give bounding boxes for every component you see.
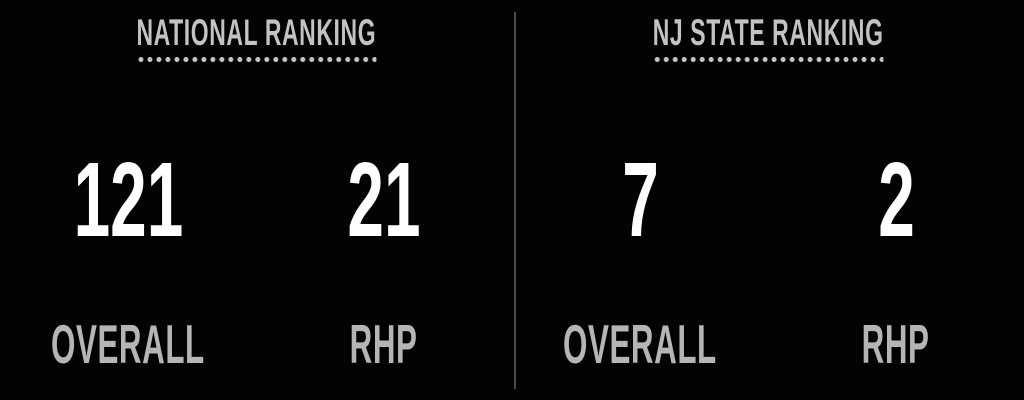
state-ranking-title-block: NJ STATE RANKING: [652, 12, 884, 63]
dotted-underline: [136, 56, 376, 63]
national-overall-label: OVERALL: [51, 313, 205, 375]
national-ranking-title-block: NATIONAL RANKING: [136, 14, 376, 63]
state-rhp-stat: 2 RHP: [768, 147, 1024, 372]
national-ranking-panel: NATIONAL RANKING 121 OVERALL 21 RHP: [0, 14, 512, 372]
state-ranking-title: NJ STATE RANKING: [652, 12, 884, 53]
state-stats-row: 7 OVERALL 2 RHP: [512, 147, 1024, 372]
state-rhp-value: 2: [877, 141, 915, 259]
state-rhp-label: RHP: [862, 313, 930, 375]
state-overall-stat: 7 OVERALL: [512, 147, 768, 372]
national-stats-row: 121 OVERALL 21 RHP: [0, 147, 512, 372]
national-overall-value: 121: [73, 141, 183, 259]
national-rhp-label: RHP: [350, 313, 418, 375]
state-overall-value: 7: [621, 141, 659, 259]
national-rhp-stat: 21 RHP: [256, 147, 512, 372]
national-ranking-title: NATIONAL RANKING: [136, 12, 376, 53]
state-overall-label: OVERALL: [563, 313, 717, 375]
state-ranking-panel: NJ STATE RANKING 7 OVERALL 2 RHP: [512, 0, 1024, 400]
vertical-divider: [514, 12, 516, 389]
national-rhp-value: 21: [347, 141, 421, 259]
dotted-underline: [652, 56, 884, 63]
national-overall-stat: 121 OVERALL: [0, 147, 256, 372]
